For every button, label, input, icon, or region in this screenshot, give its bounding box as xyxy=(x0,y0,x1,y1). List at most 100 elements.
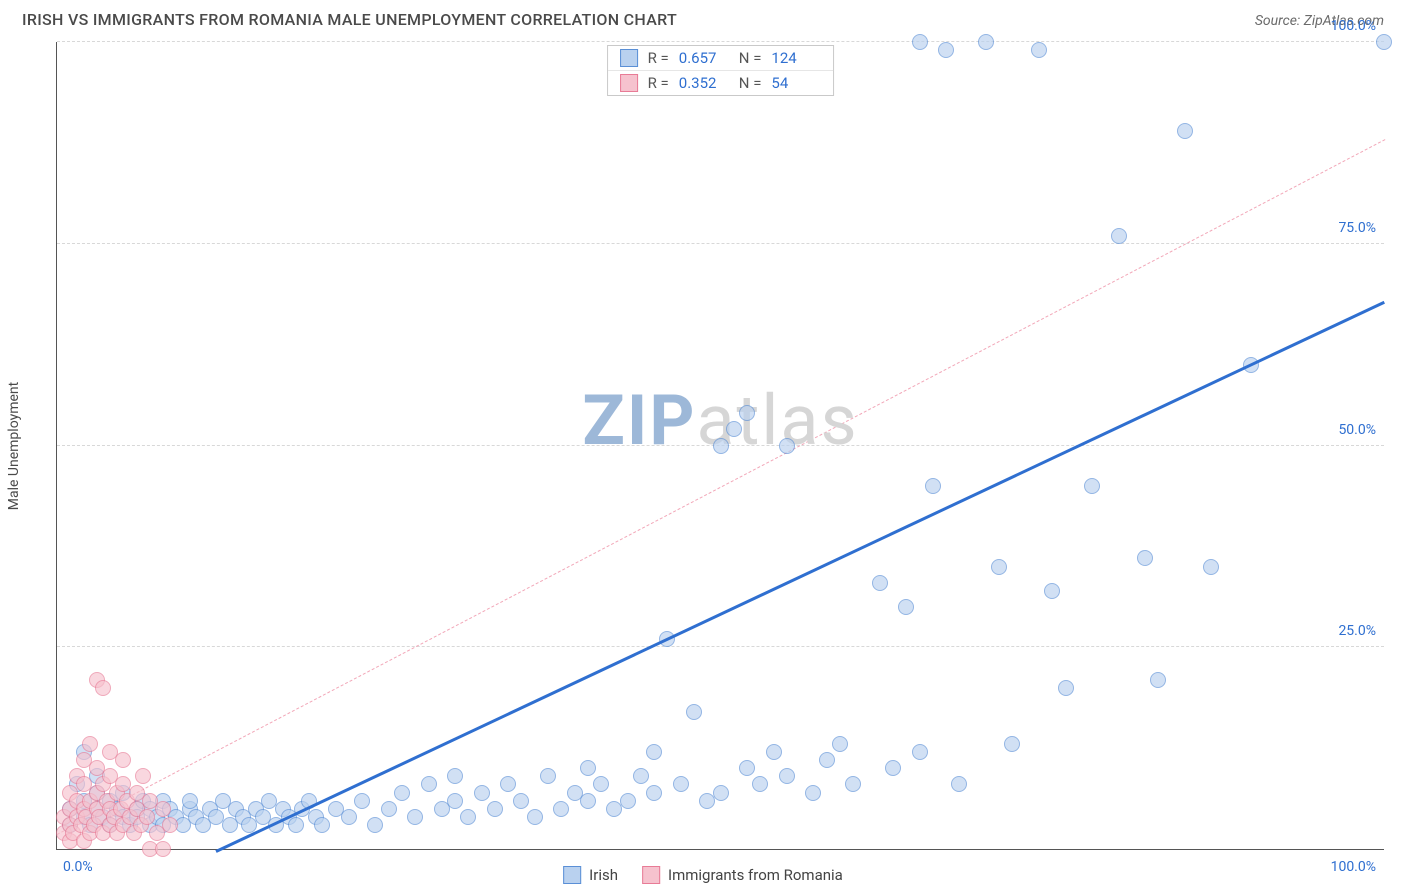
data-point xyxy=(460,809,476,825)
plot-area: ZIPatlas R =0.657N =124R =0.352N =54 0.0… xyxy=(56,42,1384,850)
data-point xyxy=(845,776,861,792)
legend: Irish Immigrants from Romania xyxy=(563,866,843,884)
y-tick-label: 75.0% xyxy=(1338,220,1376,236)
correlation-row: R = 0.352 N = 54 xyxy=(608,70,834,95)
data-point xyxy=(925,478,941,494)
data-point xyxy=(991,559,1007,575)
data-point xyxy=(1137,550,1153,566)
data-point xyxy=(713,438,729,454)
data-point xyxy=(1376,34,1392,50)
n-label: N = xyxy=(739,74,762,92)
legend-item: Irish xyxy=(563,866,618,884)
data-point xyxy=(115,752,131,768)
data-point xyxy=(1150,672,1166,688)
data-point xyxy=(1058,680,1074,696)
r-label: R = xyxy=(648,49,669,67)
r-value: 0.352 xyxy=(679,74,729,92)
data-point xyxy=(288,817,304,833)
data-point xyxy=(832,736,848,752)
data-point xyxy=(314,817,330,833)
data-point xyxy=(500,776,516,792)
data-point xyxy=(155,841,171,857)
legend-label: Irish xyxy=(589,866,618,884)
data-point xyxy=(978,34,994,50)
r-value: 0.657 xyxy=(679,49,729,67)
data-point xyxy=(447,768,463,784)
data-point xyxy=(912,744,928,760)
chart-title: IRISH VS IMMIGRANTS FROM ROMANIA MALE UN… xyxy=(22,10,677,29)
trend-line xyxy=(216,301,1386,853)
data-point xyxy=(1031,42,1047,58)
data-point xyxy=(1044,583,1060,599)
data-point xyxy=(633,768,649,784)
data-point xyxy=(898,599,914,615)
data-point xyxy=(766,744,782,760)
data-point xyxy=(580,793,596,809)
data-point xyxy=(779,768,795,784)
data-point xyxy=(726,421,742,437)
r-label: R = xyxy=(648,74,669,92)
data-point xyxy=(487,801,503,817)
y-axis-label: Male Unemployment xyxy=(6,382,22,510)
data-point xyxy=(1177,123,1193,139)
data-point xyxy=(513,793,529,809)
data-point xyxy=(779,438,795,454)
data-point xyxy=(367,817,383,833)
correlation-box: R = 0.657 N = 124 R = 0.352 N = 54 xyxy=(607,45,835,96)
data-point xyxy=(381,801,397,817)
legend-label: Immigrants from Romania xyxy=(668,866,843,884)
data-point xyxy=(646,785,662,801)
data-point xyxy=(421,776,437,792)
data-point xyxy=(139,809,155,825)
data-point xyxy=(580,760,596,776)
data-point xyxy=(938,42,954,58)
data-point xyxy=(872,575,888,591)
data-point xyxy=(182,793,198,809)
data-point xyxy=(1203,559,1219,575)
correlation-row: R = 0.657 N = 124 xyxy=(608,46,834,70)
data-point xyxy=(540,768,556,784)
data-point xyxy=(527,809,543,825)
data-point xyxy=(739,405,755,421)
data-point xyxy=(593,776,609,792)
data-point xyxy=(553,801,569,817)
data-point xyxy=(1004,736,1020,752)
data-point xyxy=(474,785,490,801)
data-point xyxy=(673,776,689,792)
data-point xyxy=(819,752,835,768)
data-point xyxy=(805,785,821,801)
data-point xyxy=(752,776,768,792)
n-label: N = xyxy=(739,49,762,67)
data-point xyxy=(82,736,98,752)
data-point xyxy=(1111,228,1127,244)
data-point xyxy=(885,760,901,776)
data-point xyxy=(646,744,662,760)
data-point xyxy=(95,680,111,696)
data-point xyxy=(912,34,928,50)
n-value: 54 xyxy=(771,74,821,92)
legend-swatch xyxy=(620,49,638,67)
grid-line xyxy=(57,646,1384,647)
data-point xyxy=(162,817,178,833)
y-tick-label: 25.0% xyxy=(1338,623,1376,639)
data-point xyxy=(620,793,636,809)
data-point xyxy=(686,704,702,720)
legend-swatch xyxy=(563,866,581,884)
legend-item: Immigrants from Romania xyxy=(642,866,843,884)
y-tick-label: 100.0% xyxy=(1331,18,1376,34)
data-point xyxy=(407,809,423,825)
data-point xyxy=(1084,478,1100,494)
data-point xyxy=(135,768,151,784)
data-point xyxy=(447,793,463,809)
n-value: 124 xyxy=(771,49,821,67)
x-origin-label: 0.0% xyxy=(63,859,93,875)
legend-swatch xyxy=(620,74,638,92)
x-end-label: 100.0% xyxy=(1331,859,1376,875)
legend-swatch xyxy=(642,866,660,884)
data-point xyxy=(341,809,357,825)
data-point xyxy=(951,776,967,792)
data-point xyxy=(155,801,171,817)
grid-line xyxy=(57,41,1384,42)
data-point xyxy=(394,785,410,801)
data-point xyxy=(739,760,755,776)
